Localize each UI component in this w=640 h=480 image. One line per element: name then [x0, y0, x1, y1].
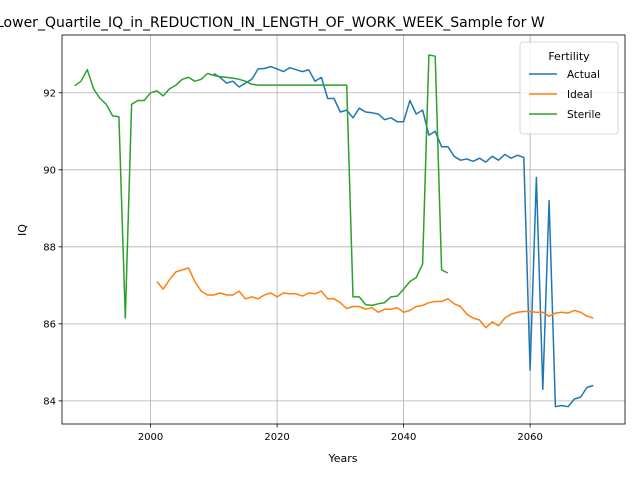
series-line-sterile [74, 54, 449, 319]
axis-ticks: 2000 2020 2040 2060 84 86 88 90 92 [43, 88, 543, 443]
y-axis-label: IQ [16, 224, 29, 236]
x-tick-label: 2040 [391, 432, 416, 443]
series-line-ideal [156, 267, 594, 329]
y-tick-label: 92 [43, 88, 56, 99]
legend-label-sterile: Sterile [567, 109, 601, 121]
legend-box [519, 41, 619, 135]
x-axis-label: Years [327, 452, 357, 465]
legend-items: Actual Ideal Sterile [529, 69, 601, 121]
x-tick-label: 2060 [517, 432, 542, 443]
x-tick-label: 2000 [138, 432, 163, 443]
y-tick-label: 88 [43, 242, 56, 253]
chart-title: Lower_Quartile_IQ_in_REDUCTION_IN_LENGTH… [0, 15, 545, 31]
legend-label-ideal: Ideal [567, 89, 593, 101]
legend-title: Fertility [548, 50, 590, 63]
y-tick-label: 84 [43, 396, 56, 407]
y-tick-label: 90 [43, 165, 56, 176]
legend: Fertility Actual Ideal Sterile [519, 41, 619, 135]
series-line-actual [213, 65, 594, 408]
plot-frame [61, 34, 626, 425]
y-tick-label: 86 [43, 319, 56, 330]
x-tick-label: 2020 [264, 432, 289, 443]
series-lines [74, 54, 594, 408]
legend-label-actual: Actual [567, 69, 600, 81]
